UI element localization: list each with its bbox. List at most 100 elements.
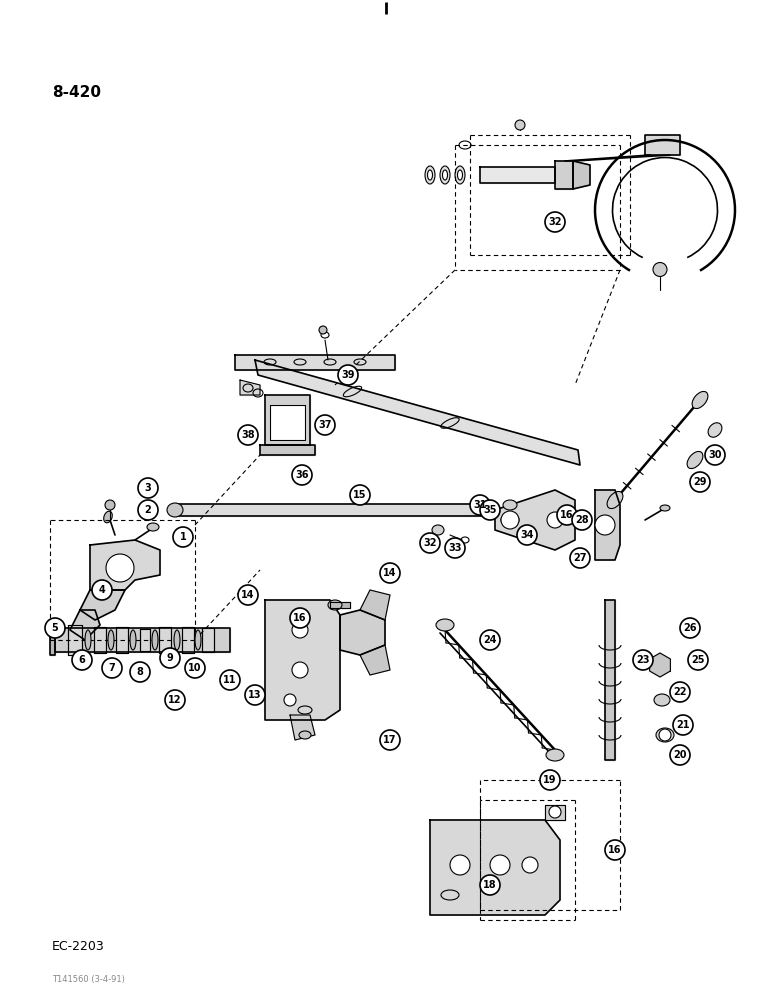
Ellipse shape xyxy=(482,503,498,517)
Text: 37: 37 xyxy=(318,420,332,430)
Circle shape xyxy=(72,650,92,670)
Polygon shape xyxy=(68,625,82,655)
Text: 31: 31 xyxy=(473,500,487,510)
Text: 32: 32 xyxy=(423,538,437,548)
Ellipse shape xyxy=(299,731,311,739)
Ellipse shape xyxy=(607,491,623,509)
Circle shape xyxy=(572,510,592,530)
Circle shape xyxy=(680,618,700,638)
Text: 4: 4 xyxy=(99,585,105,595)
Polygon shape xyxy=(255,360,580,465)
Circle shape xyxy=(284,694,296,706)
Polygon shape xyxy=(70,610,100,640)
Circle shape xyxy=(292,662,308,678)
Circle shape xyxy=(547,512,563,528)
Circle shape xyxy=(105,500,115,510)
Circle shape xyxy=(185,658,205,678)
Circle shape xyxy=(338,365,358,385)
Circle shape xyxy=(102,658,122,678)
Circle shape xyxy=(595,515,615,535)
Circle shape xyxy=(633,650,653,670)
Text: 8-420: 8-420 xyxy=(52,85,101,100)
Circle shape xyxy=(670,745,690,765)
Text: 2: 2 xyxy=(144,505,151,515)
Circle shape xyxy=(470,495,490,515)
Text: 38: 38 xyxy=(241,430,255,440)
Text: 5: 5 xyxy=(52,623,59,633)
Ellipse shape xyxy=(546,749,564,761)
Polygon shape xyxy=(290,715,315,740)
Circle shape xyxy=(245,685,265,705)
Polygon shape xyxy=(182,627,194,653)
Circle shape xyxy=(138,478,158,498)
Text: 18: 18 xyxy=(483,880,497,890)
Polygon shape xyxy=(270,405,305,440)
Text: 28: 28 xyxy=(575,515,589,525)
Circle shape xyxy=(653,262,667,276)
Circle shape xyxy=(420,533,440,553)
Ellipse shape xyxy=(660,505,670,511)
Ellipse shape xyxy=(108,630,114,650)
Circle shape xyxy=(480,875,500,895)
Text: 6: 6 xyxy=(79,655,86,665)
Text: 17: 17 xyxy=(383,735,397,745)
Polygon shape xyxy=(573,161,590,189)
Text: 14: 14 xyxy=(383,568,397,578)
Text: 9: 9 xyxy=(167,653,174,663)
Ellipse shape xyxy=(458,170,462,180)
Circle shape xyxy=(570,548,590,568)
Ellipse shape xyxy=(455,166,465,184)
Text: 32: 32 xyxy=(548,217,562,227)
Circle shape xyxy=(490,855,510,875)
Text: 22: 22 xyxy=(673,687,687,697)
Text: 12: 12 xyxy=(168,695,181,705)
Circle shape xyxy=(480,630,500,650)
Text: 34: 34 xyxy=(520,530,533,540)
Circle shape xyxy=(173,527,193,547)
Circle shape xyxy=(673,715,693,735)
Polygon shape xyxy=(360,645,390,675)
Circle shape xyxy=(238,425,258,445)
Polygon shape xyxy=(235,355,395,370)
Ellipse shape xyxy=(656,728,674,742)
Circle shape xyxy=(522,857,538,873)
Polygon shape xyxy=(55,628,230,652)
Text: 21: 21 xyxy=(676,720,689,730)
Circle shape xyxy=(130,662,150,682)
Circle shape xyxy=(106,554,134,582)
Ellipse shape xyxy=(428,170,432,180)
Ellipse shape xyxy=(687,451,703,469)
Ellipse shape xyxy=(328,600,342,610)
Polygon shape xyxy=(240,380,260,395)
Text: 14: 14 xyxy=(241,590,255,600)
Ellipse shape xyxy=(432,525,444,535)
Circle shape xyxy=(705,445,725,465)
Text: 27: 27 xyxy=(574,553,587,563)
Polygon shape xyxy=(545,805,565,820)
Circle shape xyxy=(290,608,310,628)
Text: 24: 24 xyxy=(483,635,496,645)
Text: T141560 (3-4-91): T141560 (3-4-91) xyxy=(52,975,125,984)
Circle shape xyxy=(670,682,690,702)
Ellipse shape xyxy=(130,630,136,650)
Text: 3: 3 xyxy=(144,483,151,493)
Ellipse shape xyxy=(692,391,708,409)
Ellipse shape xyxy=(147,523,159,531)
Circle shape xyxy=(517,525,537,545)
Text: 26: 26 xyxy=(683,623,697,633)
Text: 25: 25 xyxy=(691,655,705,665)
Text: 7: 7 xyxy=(109,663,115,673)
Circle shape xyxy=(238,585,258,605)
Text: 29: 29 xyxy=(693,477,706,487)
Text: 36: 36 xyxy=(295,470,309,480)
Polygon shape xyxy=(340,610,385,655)
Circle shape xyxy=(688,650,708,670)
Circle shape xyxy=(350,485,370,505)
Circle shape xyxy=(160,648,180,668)
Circle shape xyxy=(138,500,158,520)
Ellipse shape xyxy=(708,423,722,437)
Text: 16: 16 xyxy=(608,845,621,855)
Ellipse shape xyxy=(152,630,158,650)
Polygon shape xyxy=(265,600,340,720)
Circle shape xyxy=(557,505,577,525)
